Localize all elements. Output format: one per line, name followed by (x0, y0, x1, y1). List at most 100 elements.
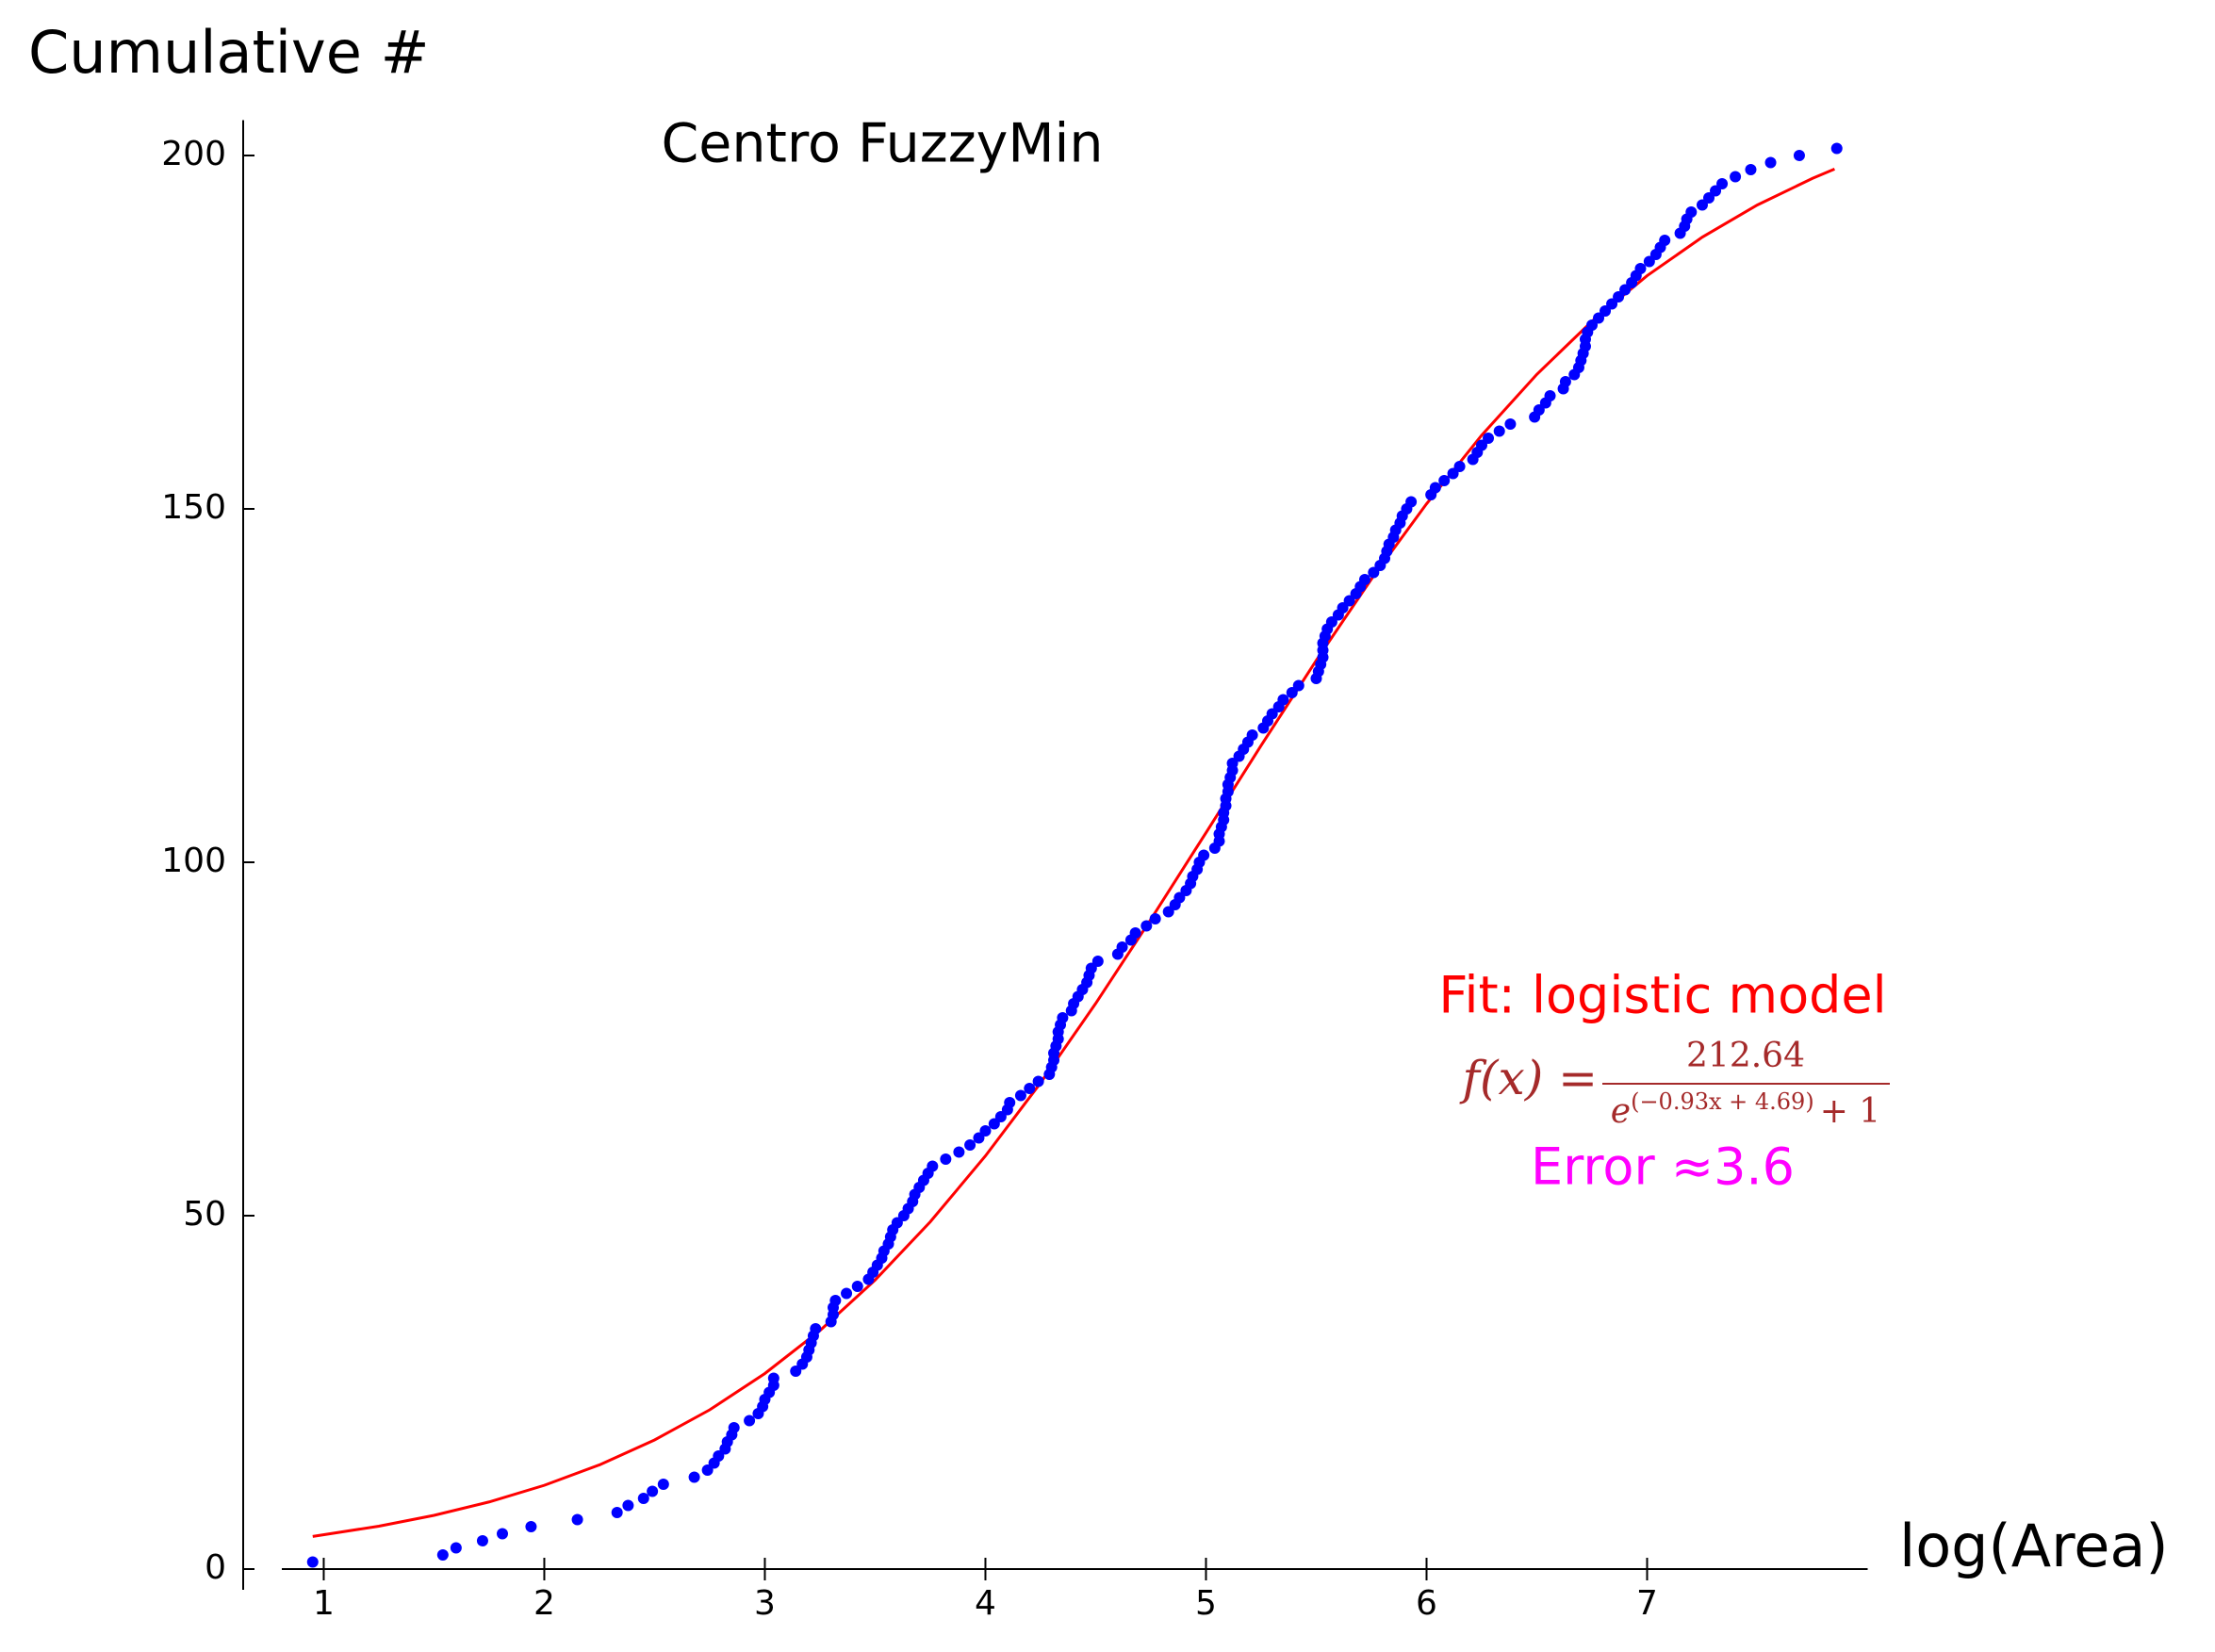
data-point (306, 1556, 319, 1568)
y-tick-label: 100 (161, 842, 226, 880)
data-point (713, 1450, 725, 1462)
formula-lhs: f(x) = (1458, 1051, 1598, 1105)
data-point (1085, 962, 1097, 974)
data-point (1140, 920, 1153, 932)
chart-title: Centro FuzzyMin (661, 113, 1103, 175)
data-point (1716, 178, 1729, 189)
data-point (964, 1139, 976, 1151)
data-point (1343, 595, 1355, 607)
data-point (994, 1111, 1007, 1122)
data-point (1745, 164, 1757, 175)
data-point (1277, 694, 1289, 706)
data-point (1337, 602, 1349, 613)
data-point (1593, 312, 1605, 324)
data-point (841, 1287, 853, 1300)
data-point (1730, 171, 1742, 183)
data-point (1447, 467, 1459, 480)
data-point (1559, 376, 1571, 387)
data-point (1358, 574, 1370, 585)
data-point (940, 1153, 952, 1165)
formula-denominator: e(−0.93x + 4.69) + 1 (1611, 1088, 1880, 1132)
data-point (1246, 729, 1258, 741)
data-point (1405, 496, 1418, 508)
data-point (1014, 1089, 1026, 1102)
data-point (1091, 956, 1104, 967)
data-point (979, 1125, 992, 1137)
y-tick-label: 50 (183, 1195, 226, 1234)
x-tick-label: 4 (975, 1584, 996, 1623)
data-point (701, 1464, 714, 1476)
data-point (1710, 185, 1722, 197)
data-point (1325, 616, 1337, 628)
data-point (525, 1521, 537, 1532)
data-point (1368, 566, 1380, 579)
data-point (1173, 891, 1186, 904)
fit-label: Fit: logistic model (1438, 966, 1886, 1025)
fit-line (312, 168, 1835, 1538)
formula-base: e (1611, 1092, 1631, 1131)
data-point (810, 1323, 822, 1334)
data-point (436, 1549, 449, 1561)
data-point (790, 1366, 802, 1377)
data-point (1149, 913, 1161, 924)
x-axis-label: log(Area) (1899, 1512, 2169, 1580)
y-tick-label: 0 (205, 1548, 226, 1587)
data-point (647, 1485, 659, 1497)
data-point (1438, 475, 1451, 486)
error-label: Error ≈3.6 (1531, 1137, 1795, 1197)
data-point (1606, 298, 1618, 310)
data-point (657, 1479, 669, 1490)
data-point (1793, 150, 1805, 161)
data-point (1764, 156, 1777, 169)
data-point (767, 1372, 779, 1384)
x-tick-label: 3 (754, 1584, 776, 1623)
data-point (1429, 482, 1441, 494)
data-point (744, 1415, 756, 1427)
data-point (1198, 849, 1210, 861)
data-point (1032, 1075, 1044, 1088)
y-tick-label: 200 (161, 135, 226, 173)
data-point (1696, 199, 1708, 211)
x-tick-label: 6 (1416, 1584, 1437, 1623)
data-point (829, 1295, 842, 1306)
data-point (637, 1493, 649, 1504)
data-point (1116, 941, 1128, 953)
data-point (1533, 404, 1545, 416)
data-point (1057, 1012, 1069, 1023)
formula-tail: + 1 (1820, 1092, 1881, 1131)
data-point (1024, 1083, 1036, 1094)
data-point (1483, 433, 1495, 444)
data-point (973, 1132, 985, 1144)
data-point (1600, 305, 1612, 317)
data-point (1685, 206, 1698, 218)
formula-numerator: 212.64 (1686, 1037, 1805, 1075)
data-point (1613, 291, 1625, 303)
data-point (1643, 255, 1655, 268)
data-point (1226, 758, 1239, 769)
data-point (1162, 906, 1174, 918)
data-point (988, 1118, 1000, 1130)
x-tick-label: 1 (313, 1584, 335, 1623)
data-point (611, 1507, 623, 1518)
data-point (891, 1217, 903, 1229)
data-point (1703, 192, 1715, 204)
data-point (1292, 679, 1304, 692)
formula-exponent: (−0.93x + 4.69) (1631, 1088, 1814, 1115)
data-point (1475, 439, 1487, 451)
data-point (1634, 263, 1647, 274)
data-point (1453, 461, 1466, 472)
data-point (450, 1542, 462, 1554)
data-point (1129, 927, 1141, 939)
data-point (476, 1535, 488, 1546)
x-tick-label: 5 (1195, 1584, 1217, 1623)
data-point (1504, 418, 1517, 430)
data-point (1585, 319, 1598, 331)
data-point (622, 1499, 634, 1512)
data-point (1004, 1097, 1016, 1108)
data-point (1266, 708, 1278, 720)
data-point (497, 1528, 509, 1540)
data-point (728, 1422, 740, 1433)
data-point (1619, 284, 1632, 296)
data-point (927, 1160, 939, 1172)
